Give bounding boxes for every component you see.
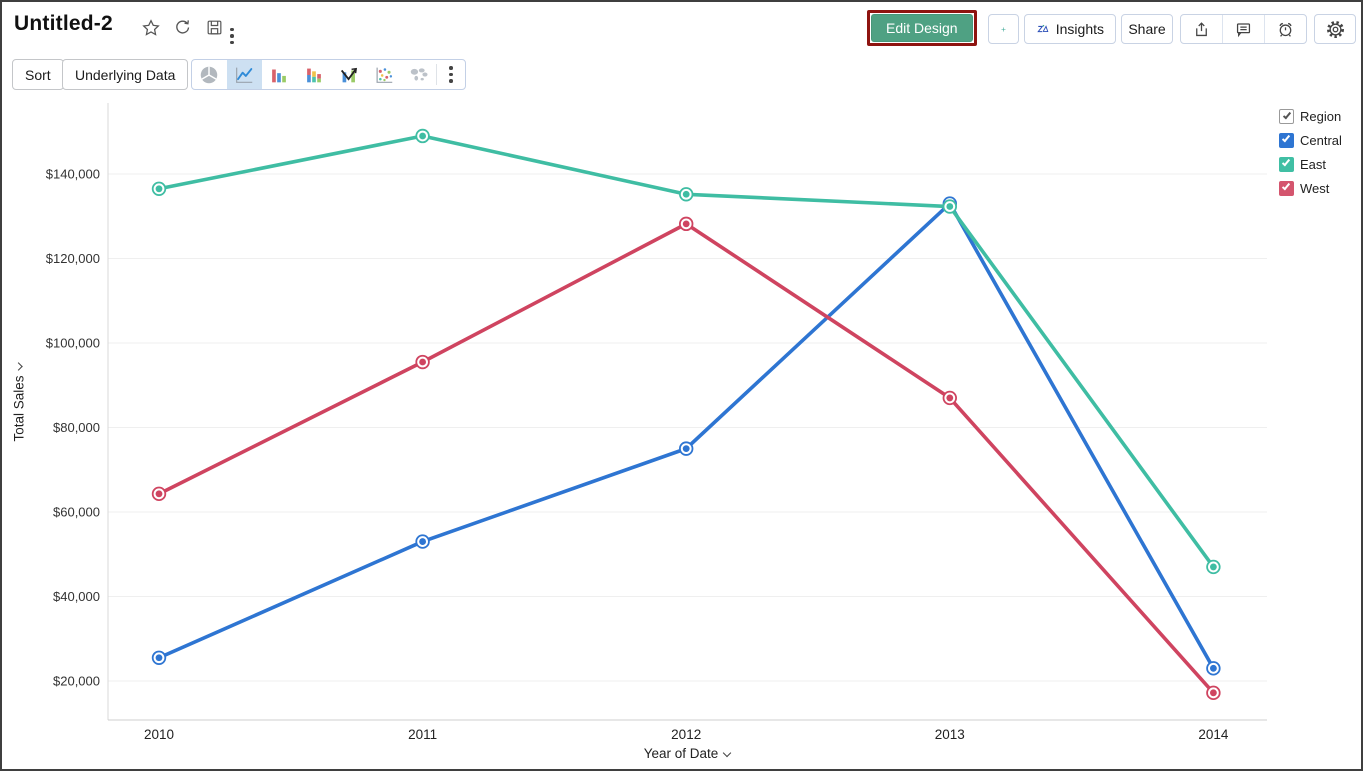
- export-icon[interactable]: [1181, 15, 1222, 43]
- underlying-data-button[interactable]: Underlying Data: [62, 59, 189, 90]
- data-point-core: [682, 220, 690, 228]
- series-line-west: [157, 222, 1216, 695]
- y-tick-label: $100,000: [46, 336, 100, 351]
- more-vertical-icon[interactable]: [230, 18, 242, 44]
- x-tick-label: 2013: [935, 727, 965, 742]
- comment-icon[interactable]: [1222, 15, 1264, 43]
- chevron-down-icon: [14, 362, 23, 371]
- y-tick-label: $60,000: [53, 505, 100, 520]
- combo-chart-icon[interactable]: [332, 60, 367, 89]
- x-tick-label: 2010: [144, 727, 174, 742]
- y-tick-label: $20,000: [53, 674, 100, 689]
- edit-design-button[interactable]: Edit Design: [871, 14, 973, 42]
- x-tick-label: 2014: [1198, 727, 1229, 742]
- sort-button[interactable]: Sort: [12, 59, 64, 90]
- data-point-core: [682, 190, 690, 198]
- share-button[interactable]: Share: [1121, 14, 1173, 44]
- legend-title-row[interactable]: Region: [1279, 104, 1342, 128]
- legend-title: Region: [1300, 108, 1342, 124]
- legend: Region Central East West: [1279, 104, 1342, 200]
- map-chart-icon[interactable]: [401, 60, 436, 89]
- divider: [436, 64, 438, 85]
- data-point-core: [946, 203, 954, 210]
- save-icon[interactable]: [205, 18, 225, 38]
- chart-options-kebab-icon[interactable]: [437, 60, 465, 89]
- page-title: Untitled-2: [14, 12, 113, 35]
- y-tick-label: $120,000: [46, 251, 100, 266]
- data-point-core: [155, 490, 163, 498]
- data-point-core: [1210, 664, 1217, 672]
- central-checkbox[interactable]: [1279, 132, 1294, 148]
- chevron-down-icon: [723, 748, 732, 758]
- legend-label: West: [1300, 180, 1330, 196]
- bar-chart-icon[interactable]: [262, 60, 297, 89]
- data-point-core: [1210, 689, 1217, 697]
- data-point-core: [419, 358, 426, 366]
- header-icon-group: [1180, 14, 1307, 44]
- star-icon[interactable]: [141, 18, 161, 38]
- data-point-core: [155, 654, 163, 662]
- data-point-core: [155, 185, 163, 193]
- data-point-core: [1210, 563, 1217, 571]
- data-point-core: [419, 132, 426, 140]
- data-point-core: [419, 538, 426, 545]
- insights-button[interactable]: Insights: [1024, 14, 1116, 44]
- legend-item-west[interactable]: West: [1279, 176, 1342, 200]
- refresh-icon[interactable]: [173, 18, 193, 38]
- settings-button[interactable]: [1314, 14, 1356, 44]
- y-tick-label: $80,000: [53, 420, 100, 435]
- y-tick-label: $140,000: [46, 167, 100, 182]
- data-point-core: [946, 394, 954, 402]
- region-checkbox[interactable]: [1279, 108, 1294, 124]
- add-button[interactable]: [988, 14, 1019, 44]
- legend-item-central[interactable]: Central: [1279, 128, 1342, 152]
- pie-chart-icon[interactable]: [192, 60, 227, 89]
- x-tick-label: 2011: [408, 727, 437, 742]
- data-point-core: [682, 445, 690, 453]
- west-checkbox[interactable]: [1279, 180, 1294, 196]
- line-chart-icon[interactable]: [226, 60, 262, 89]
- plus-icon: [1001, 26, 1006, 32]
- insights-label: Insights: [1055, 21, 1104, 37]
- east-checkbox[interactable]: [1279, 156, 1294, 172]
- line-chart[interactable]: $20,000 $40,000 $60,000 $80,000 $100,000 $120…: [2, 97, 1274, 769]
- y-axis-title[interactable]: Total Sales: [12, 347, 27, 459]
- zia-insights-icon: [1037, 24, 1049, 33]
- scatter-chart-icon[interactable]: [366, 60, 401, 89]
- chart-type-switcher: [191, 59, 466, 90]
- stacked-bar-chart-icon[interactable]: [297, 60, 332, 89]
- series-line-central: [157, 201, 1216, 671]
- legend-label: Central: [1300, 132, 1342, 148]
- x-tick-label: 2012: [671, 727, 701, 742]
- settings-icon: [1326, 20, 1344, 38]
- legend-item-east[interactable]: East: [1279, 152, 1342, 176]
- legend-label: East: [1300, 156, 1327, 172]
- y-tick-label: $40,000: [53, 589, 100, 604]
- edit-design-annotation: Edit Design: [867, 10, 977, 46]
- alarm-icon[interactable]: [1264, 15, 1306, 43]
- x-axis-title[interactable]: Year of Date: [587, 746, 787, 761]
